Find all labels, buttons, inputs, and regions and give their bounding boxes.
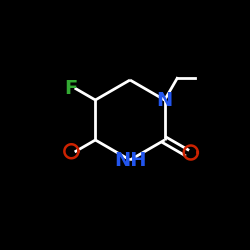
- Text: F: F: [65, 79, 78, 98]
- Text: N: N: [156, 90, 173, 110]
- Text: NH: NH: [114, 150, 146, 170]
